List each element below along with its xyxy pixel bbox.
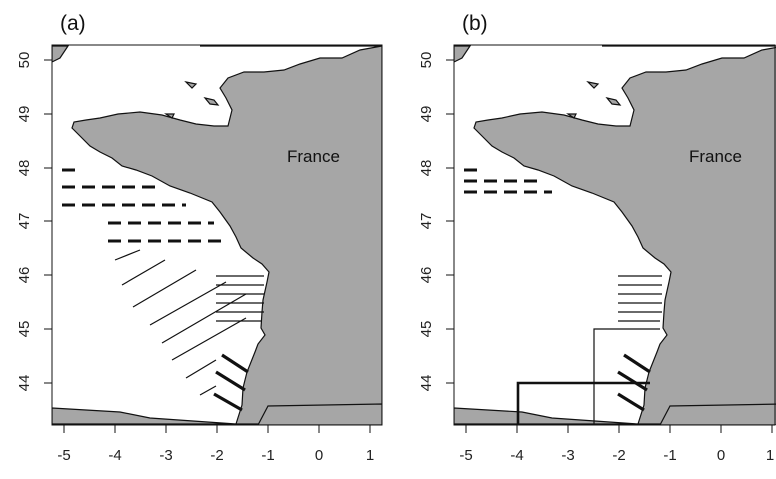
x-axis xyxy=(465,424,773,433)
y-tick-labels: 44 45 46 47 48 49 50 xyxy=(418,52,435,392)
y-tick-label: 49 xyxy=(418,106,435,123)
y-tick-label: 47 xyxy=(418,213,435,230)
y-tick-label: 48 xyxy=(418,160,435,177)
panel-b: (b) France -5 -4 -3 -2 -1 0 1 44 45 46 4… xyxy=(418,12,776,464)
country-label: France xyxy=(689,147,742,166)
x-tick-label: -4 xyxy=(108,447,121,464)
horizontal-hatch-strokes xyxy=(618,275,662,322)
x-tick-label: -3 xyxy=(159,447,172,464)
y-axis xyxy=(446,59,455,384)
x-tick-labels: -5 -4 -3 -2 -1 0 1 xyxy=(459,447,774,464)
x-tick-label: -4 xyxy=(510,447,523,464)
x-tick-label: -5 xyxy=(57,447,70,464)
x-tick-label: -1 xyxy=(261,447,274,464)
x-tick-label: 1 xyxy=(366,447,374,464)
x-tick-label: -2 xyxy=(210,447,223,464)
x-tick-label: -3 xyxy=(561,447,574,464)
x-tick-label: 0 xyxy=(717,447,725,464)
country-label: France xyxy=(287,147,340,166)
y-tick-label: 45 xyxy=(16,321,33,338)
x-tick-label: 1 xyxy=(766,447,774,464)
bold-diagonal-strokes xyxy=(213,353,249,412)
x-tick-label: -5 xyxy=(459,447,472,464)
y-tick-label: 46 xyxy=(16,267,33,284)
x-tick-label: -2 xyxy=(612,447,625,464)
x-tick-labels: -5 -4 -3 -2 -1 0 1 xyxy=(57,447,374,464)
panel-a: (a) France -5 -4 -3 -2 -1 0 1 44 45 46 4… xyxy=(16,12,383,464)
y-tick-label: 50 xyxy=(418,52,435,69)
y-tick-label: 44 xyxy=(16,375,33,392)
x-axis xyxy=(63,424,371,433)
y-tick-labels: 44 45 46 47 48 49 50 xyxy=(16,52,33,392)
panel-label: (a) xyxy=(60,12,86,35)
y-tick-label: 45 xyxy=(418,321,435,338)
dashed-zone-strokes xyxy=(464,168,552,194)
y-tick-label: 46 xyxy=(418,267,435,284)
y-tick-label: 47 xyxy=(16,213,33,230)
y-tick-label: 48 xyxy=(16,160,33,177)
panel-label: (b) xyxy=(462,12,488,35)
x-tick-label: 0 xyxy=(315,447,323,464)
bold-diagonal-strokes xyxy=(617,353,651,412)
diagonal-hatch-strokes xyxy=(114,249,247,396)
x-tick-label: -1 xyxy=(663,447,676,464)
y-tick-label: 49 xyxy=(16,106,33,123)
dashed-zone-strokes xyxy=(62,168,222,243)
y-tick-label: 44 xyxy=(418,375,435,392)
y-tick-label: 50 xyxy=(16,52,33,69)
y-axis xyxy=(44,59,53,384)
zone-box-outlines xyxy=(516,328,660,424)
horizontal-hatch-strokes xyxy=(216,275,264,322)
